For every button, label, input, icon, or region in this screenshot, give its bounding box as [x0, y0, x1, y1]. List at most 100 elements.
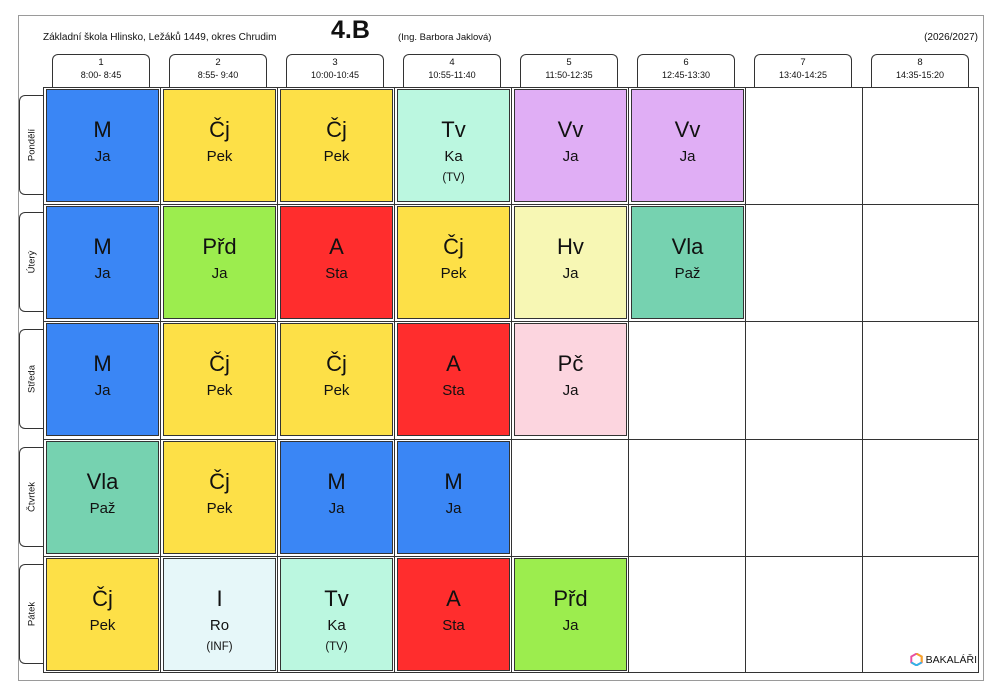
lesson-subject: Čj [92, 586, 113, 611]
grid-column-line [277, 87, 278, 673]
period-time: 13:40-14:25 [778, 70, 828, 80]
lesson-cell[interactable]: Pč Ja [514, 323, 627, 436]
lesson-cell[interactable]: I Ro (INF) [163, 558, 276, 671]
lesson-cell[interactable]: Čj Pek [163, 441, 276, 554]
day-tab-4: Pátek [19, 563, 43, 664]
lesson-teacher: Pek [440, 265, 467, 282]
lesson-cell[interactable]: M Ja [46, 89, 159, 202]
period-header-4: 4 10:55-11:40 [403, 54, 501, 88]
lesson-subject: Přd [202, 234, 237, 259]
lesson-room: (TV) [325, 641, 348, 653]
period-time: 11:50-12:35 [545, 70, 593, 80]
lesson-cell[interactable]: M Ja [46, 323, 159, 436]
lesson-teacher: Ja [211, 265, 228, 282]
lesson-subject: Vla [671, 234, 704, 259]
lesson-teacher: Ja [94, 265, 111, 282]
day-tab-3: Čtvrtek [19, 446, 43, 547]
lesson-subject: M [444, 469, 463, 494]
lesson-subject: M [327, 469, 346, 494]
lesson-room: (TV) [442, 172, 465, 184]
period-time: 10:55-11:40 [428, 70, 476, 80]
lesson-cell[interactable]: Vv Ja [631, 89, 744, 202]
lesson-teacher: Ka [444, 148, 463, 165]
lesson-subject: Čj [326, 351, 347, 376]
lesson-subject: A [446, 351, 461, 376]
grid-column-line [394, 87, 395, 673]
day-label: Čtvrtek [26, 481, 37, 512]
lesson-cell[interactable]: Čj Pek [397, 206, 510, 319]
lesson-cell[interactable]: Tv Ka (TV) [397, 89, 510, 202]
lesson-teacher: Ja [562, 148, 579, 165]
day-label: Pátek [26, 601, 37, 626]
lesson-subject: Čj [209, 469, 230, 494]
grid-column-line [160, 87, 161, 673]
period-number: 8 [917, 57, 923, 68]
period-number: 6 [683, 57, 689, 68]
bakalari-hexagon-icon [909, 653, 923, 666]
day-tab-2: Středa [19, 329, 43, 430]
lesson-cell[interactable]: Čj Pek [163, 89, 276, 202]
timetable-frame [18, 15, 984, 681]
lesson-cell[interactable]: Hv Ja [514, 206, 627, 319]
lesson-teacher: Ja [679, 148, 696, 165]
period-number: 4 [449, 57, 455, 68]
period-number: 3 [332, 57, 338, 68]
lesson-teacher: Pek [323, 148, 350, 165]
grid-column-line [511, 87, 512, 673]
lesson-cell[interactable]: Tv Ka (TV) [280, 558, 393, 671]
lesson-cell[interactable]: Čj Pek [163, 323, 276, 436]
period-number: 2 [215, 57, 221, 68]
period-number: 1 [98, 57, 104, 68]
lesson-cell[interactable]: A Sta [397, 323, 510, 436]
day-label: Středa [26, 365, 37, 394]
bakalari-logo: BAKALÁŘI [909, 653, 977, 666]
period-header-6: 6 12:45-13:30 [637, 54, 735, 88]
lesson-teacher: Sta [442, 382, 465, 399]
day-label: Pondělí [26, 128, 37, 162]
period-number: 7 [800, 57, 806, 68]
day-tab-0: Pondělí [19, 95, 43, 195]
period-header-5: 5 11:50-12:35 [520, 54, 618, 88]
lesson-subject: Tv [441, 117, 466, 142]
lesson-teacher: Sta [442, 617, 465, 634]
lesson-teacher: Ja [562, 265, 579, 282]
lesson-cell[interactable]: Čj Pek [280, 89, 393, 202]
lesson-cell[interactable]: M Ja [397, 441, 510, 554]
period-number: 5 [566, 57, 572, 68]
lesson-subject: Vv [674, 117, 701, 142]
lesson-cell[interactable]: Čj Pek [280, 323, 393, 436]
grid-column-line [745, 87, 746, 673]
school-name: Základní škola Hlinsko, Ležáků 1449, okr… [43, 32, 277, 43]
lesson-subject: Čj [326, 117, 347, 142]
lesson-subject: A [446, 586, 461, 611]
lesson-subject: Hv [557, 234, 584, 259]
lesson-teacher: Pek [323, 382, 350, 399]
lesson-cell[interactable]: Přd Ja [163, 206, 276, 319]
lesson-cell[interactable]: Vv Ja [514, 89, 627, 202]
lesson-subject: M [93, 117, 112, 142]
grid-column-line [628, 87, 629, 673]
lesson-cell[interactable]: M Ja [46, 206, 159, 319]
lesson-cell[interactable]: Vla Paž [46, 441, 159, 554]
lesson-subject: Vla [86, 469, 119, 494]
lesson-cell[interactable]: Vla Paž [631, 206, 744, 319]
lesson-teacher: Ja [562, 617, 579, 634]
lesson-cell[interactable]: Přd Ja [514, 558, 627, 671]
lesson-teacher: Ro [209, 617, 230, 634]
lesson-teacher: Pek [206, 500, 233, 517]
lesson-teacher: Pek [206, 382, 233, 399]
lesson-teacher: Ka [327, 617, 346, 634]
lesson-subject: A [329, 234, 344, 259]
lesson-teacher: Paž [674, 265, 701, 282]
grid-column-line [862, 87, 863, 673]
period-header-8: 8 14:35-15:20 [871, 54, 969, 88]
period-time: 14:35-15:20 [895, 70, 945, 80]
lesson-cell[interactable]: Čj Pek [46, 558, 159, 671]
period-header-2: 2 8:55- 9:40 [169, 54, 267, 88]
period-header-3: 3 10:00-10:45 [286, 54, 384, 88]
lesson-teacher: Paž [89, 500, 116, 517]
lesson-teacher: Ja [562, 382, 579, 399]
lesson-cell[interactable]: A Sta [280, 206, 393, 319]
lesson-cell[interactable]: A Sta [397, 558, 510, 671]
lesson-cell[interactable]: M Ja [280, 441, 393, 554]
